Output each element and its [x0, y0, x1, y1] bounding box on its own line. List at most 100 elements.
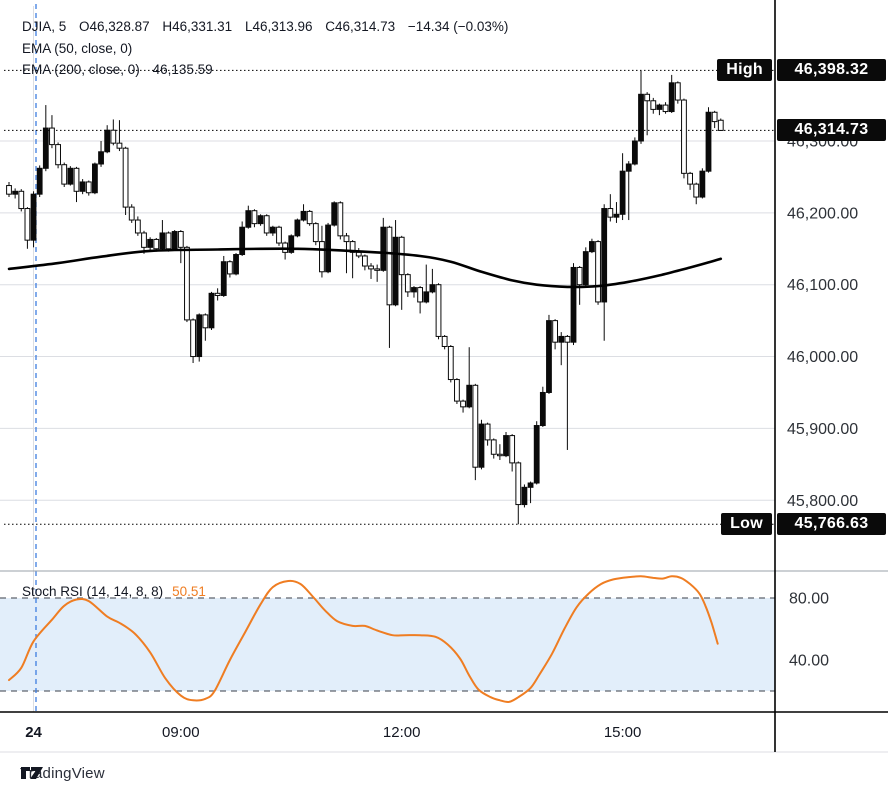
candle-down — [576, 266, 583, 286]
symbol-legend-row[interactable]: DJIA, 5 O46,328.87 H46,331.31 L46,313.96… — [22, 16, 508, 38]
candle-down — [226, 261, 233, 275]
candle-down — [441, 335, 448, 347]
candle-up — [239, 226, 246, 256]
candle-down — [343, 235, 350, 243]
low-tag-label: Low — [721, 513, 772, 535]
price-axis-label: 46,100.00 — [787, 277, 858, 294]
candle-down — [509, 435, 516, 464]
high-tag-label: High — [717, 59, 772, 81]
candle-down — [404, 274, 411, 293]
ema200-legend-row[interactable]: EMA (200, close, 0) 46,135.59 — [22, 59, 508, 81]
candle-down — [644, 93, 651, 102]
stoch-rsi-value: 50.51 — [172, 584, 206, 599]
candle-up — [478, 423, 485, 468]
candle-down — [306, 210, 313, 225]
candle-down — [484, 423, 491, 441]
candle-down — [18, 190, 25, 210]
candle-down — [687, 172, 693, 185]
stoch-axis-label: 40.00 — [789, 653, 829, 670]
candle-up — [36, 167, 43, 195]
ema200-label[interactable]: EMA (200, close, 0) — [22, 62, 140, 77]
candle-up — [619, 170, 626, 215]
chart-legend: DJIA, 5 O46,328.87 H46,331.31 L46,313.96… — [22, 16, 508, 81]
change-value: −14.34 (−0.03%) — [407, 19, 509, 34]
candle-down — [398, 236, 405, 276]
ema50-label[interactable]: EMA (50, close, 0) — [22, 40, 133, 56]
candle-down — [417, 287, 424, 303]
candle-down — [276, 226, 282, 244]
candle-up — [392, 236, 399, 306]
candle-up — [601, 208, 608, 303]
ema50-legend-row[interactable]: EMA (50, close, 0) — [22, 38, 508, 60]
candle-up — [423, 291, 430, 303]
stoch-rsi-legend[interactable]: Stoch RSI (14, 14, 8, 8) 50.51 — [22, 584, 206, 599]
stoch-band — [0, 598, 775, 691]
candle-down — [717, 119, 724, 131]
candle-down — [460, 400, 466, 408]
candle-down — [85, 181, 92, 194]
candle-down — [472, 384, 479, 468]
candle-up — [613, 213, 620, 218]
candle-up — [625, 163, 632, 172]
candle-up — [233, 254, 239, 275]
candle-up — [294, 219, 301, 237]
candle-up — [269, 226, 276, 234]
candle-down — [711, 111, 718, 123]
time-axis-label: 24 — [25, 724, 42, 741]
candle-up — [92, 163, 98, 194]
candle-up — [208, 292, 215, 329]
tradingview-logo[interactable]: TradingView — [20, 765, 105, 782]
candle-up — [638, 93, 644, 142]
candle-down — [116, 142, 123, 149]
low-tag-value: 45,766.63 — [777, 513, 886, 535]
candle-up — [245, 210, 252, 228]
candle-down — [263, 215, 270, 234]
candle-up — [533, 425, 540, 484]
ema200-value: 46,135.59 — [152, 62, 213, 77]
candle-up — [589, 241, 595, 253]
candle-up — [527, 482, 534, 488]
candle-up — [159, 232, 166, 250]
candle-up — [570, 266, 577, 343]
price-axis-label: 45,900.00 — [787, 421, 858, 438]
candle-down — [55, 144, 61, 166]
symbol-interval-label[interactable]: DJIA, 5 — [22, 19, 67, 34]
candle-up — [521, 486, 528, 506]
high-tag-value: 46,398.32 — [777, 59, 886, 81]
candle-up — [104, 129, 111, 153]
price-axis-label: 45,800.00 — [787, 493, 858, 510]
candle-down — [110, 129, 117, 144]
candle-down — [49, 127, 55, 146]
candle-up — [79, 181, 86, 192]
candle-up — [582, 251, 589, 286]
candle-down — [202, 314, 209, 329]
candle-down — [386, 226, 393, 306]
ohlc-close: C46,314.73 — [325, 19, 396, 34]
candle-up — [325, 224, 331, 273]
candle-down — [312, 223, 319, 243]
ema200-line — [7, 247, 723, 289]
candle-up — [12, 190, 19, 195]
candle-down — [61, 164, 68, 185]
stoch-rsi-label[interactable]: Stoch RSI (14, 14, 8, 8) — [22, 584, 164, 599]
candle-down — [184, 246, 190, 321]
candle-up — [558, 335, 565, 343]
ohlc-high: H46,331.31 — [162, 19, 233, 34]
candle-down — [319, 241, 325, 273]
stoch-rsi-line — [8, 575, 719, 704]
candle-down — [73, 167, 80, 192]
candle-down — [693, 183, 700, 198]
candle-down — [674, 82, 681, 101]
candle-up — [30, 193, 37, 241]
candle-up — [147, 238, 154, 248]
candle-up — [705, 111, 712, 172]
candle-down — [447, 345, 454, 381]
candle-down — [515, 462, 522, 506]
candle-down — [435, 284, 442, 337]
tradingview-logo-icon — [21, 767, 43, 779]
candle-down — [552, 320, 559, 343]
candle-down — [662, 104, 669, 113]
time-axis-label: 15:00 — [604, 724, 642, 741]
candle-down — [122, 147, 129, 208]
